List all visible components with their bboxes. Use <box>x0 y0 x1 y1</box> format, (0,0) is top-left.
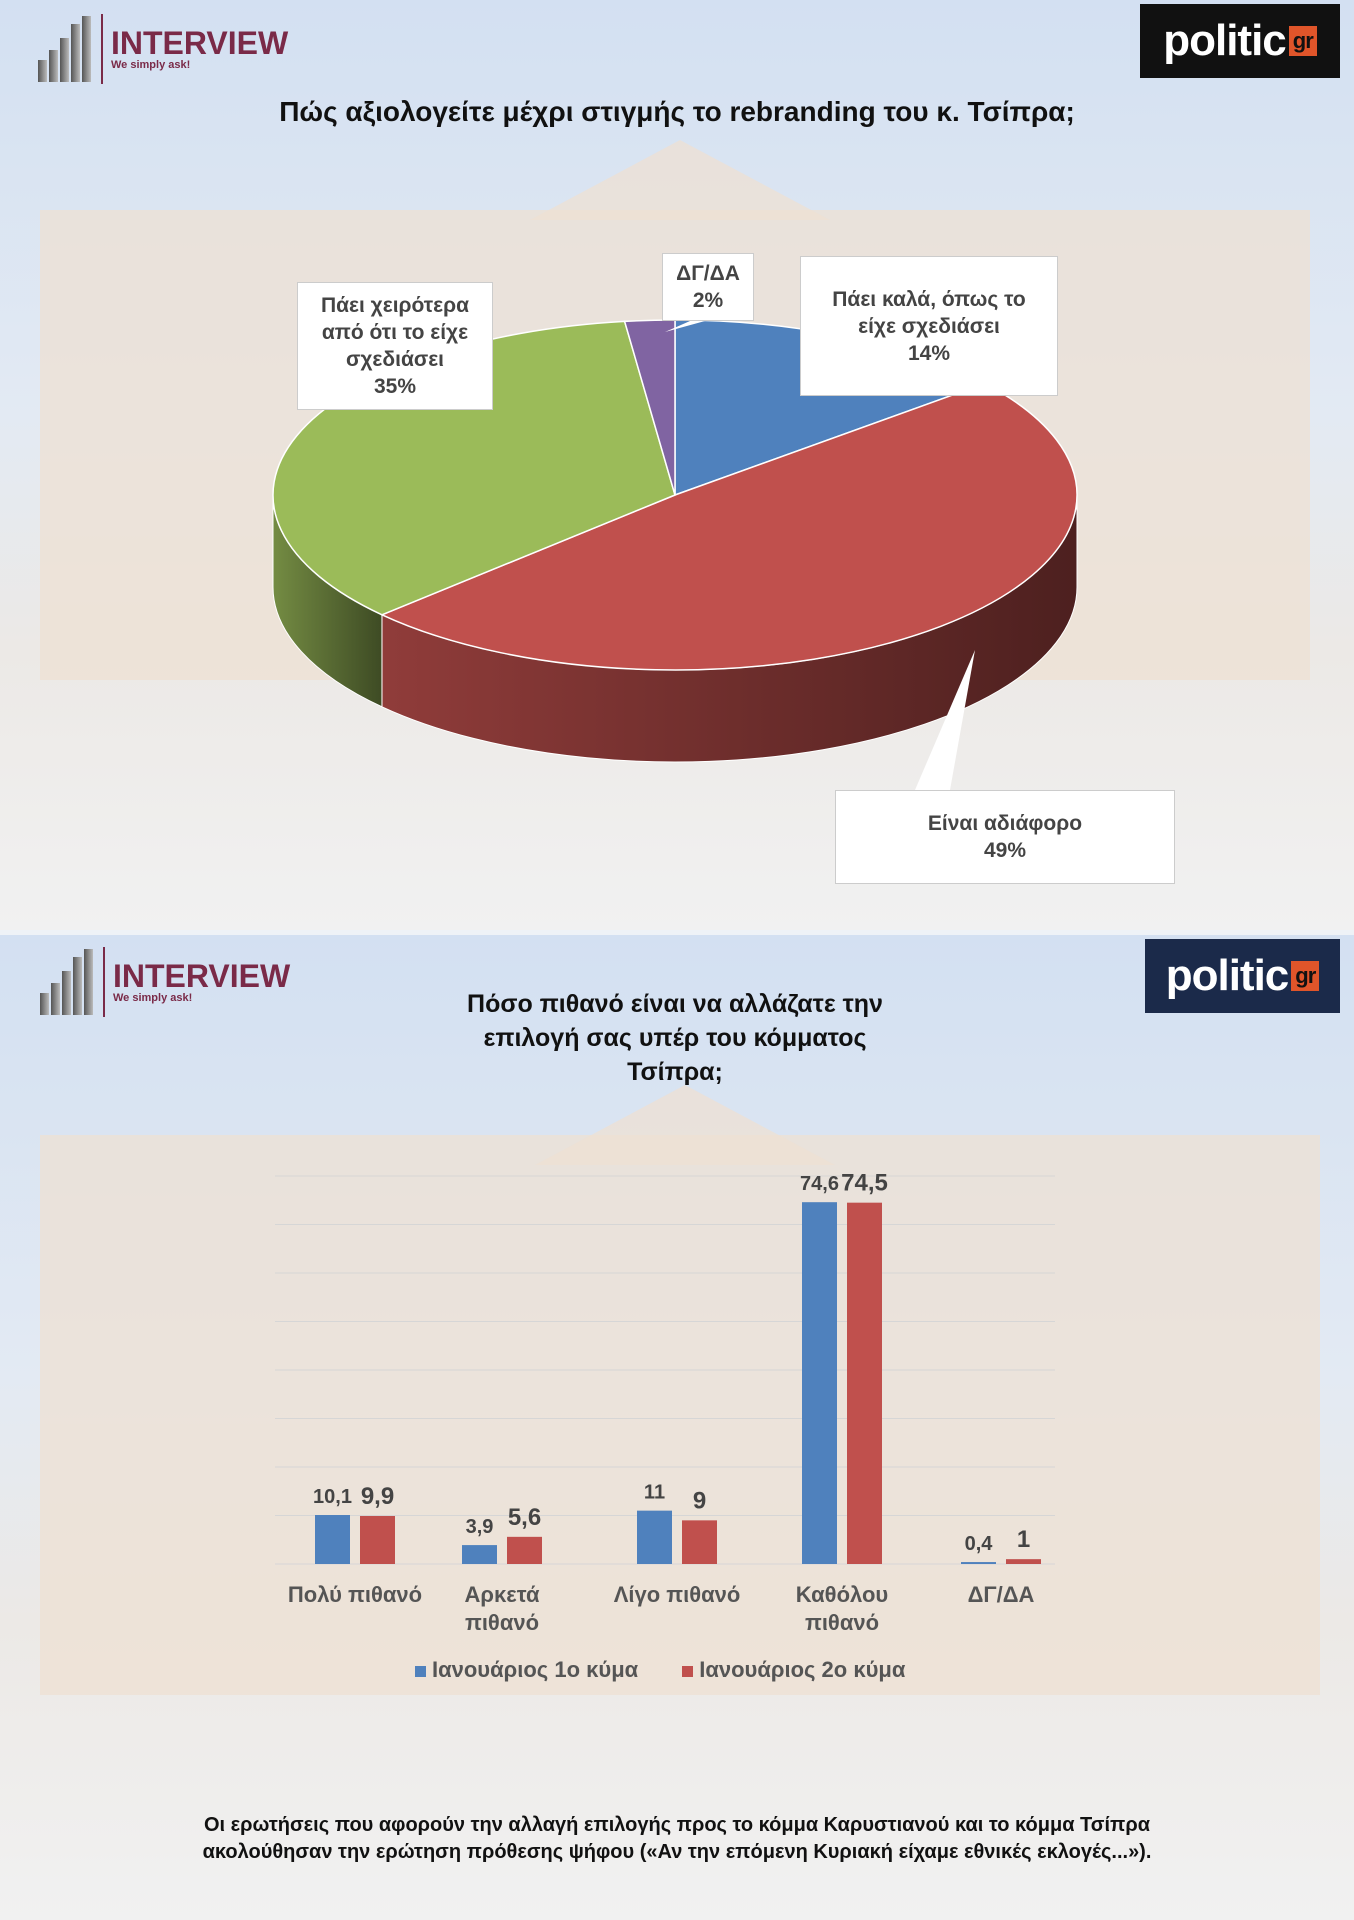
callout-pointer-3 <box>665 321 705 332</box>
callout-dk: ΔΓ/ΔΑ 2% <box>662 253 754 321</box>
politic-suffix: gr <box>1291 961 1320 991</box>
legend: Ιανουάριος 1ο κύμα Ιανουάριος 2ο κύμα <box>415 1657 905 1683</box>
building-backdrop <box>40 1135 1320 1695</box>
legend-label: Ιανουάριος 1ο κύμα <box>432 1657 639 1682</box>
category-label-3: Καθόλου <box>796 1582 888 1607</box>
politic-main: politic <box>1163 16 1287 65</box>
bar-1-0 <box>360 1515 395 1564</box>
politic-logo: politic gr <box>1140 4 1340 78</box>
pie-title: Πώς αξιολογείτε μέχρι στιγμής το rebrand… <box>279 96 1075 127</box>
pie-slice-1 <box>380 382 1078 671</box>
interview-tagline: We simply ask! <box>111 59 191 71</box>
data-label-0-1: 3,9 <box>466 1516 494 1538</box>
slice-label-dk: ΔΓ/ΔΑ <box>676 262 740 285</box>
category-label-3: πιθανό <box>805 1610 879 1635</box>
category-label-2: Λίγο πιθανό <box>614 1582 741 1607</box>
slice-label-worse: Πάει χειρότερα από ότι το είχε σχεδιάσει <box>320 294 470 371</box>
bar-chart: 10,1 9,9 Πολύ πιθανό 3,9 5,6 Αρκετά πιθανό 11 9 Λ… <box>275 1170 1055 1635</box>
data-label-1-1: 5,6 <box>508 1504 541 1531</box>
bar-title: Πόσο πιθανό είναι να αλλάζατε την επιλογ… <box>467 990 883 1086</box>
politic-main: politic <box>1165 951 1290 1000</box>
legend-item-wave2: Ιανουάριος 2ο κύμα <box>682 1657 905 1683</box>
bar-0-3 <box>802 1202 837 1564</box>
callout-pointer-1 <box>915 650 975 790</box>
bar-1-3 <box>847 1202 882 1564</box>
interview-name: INTERVIEW <box>113 958 291 994</box>
bar-1-4 <box>1006 1559 1041 1564</box>
bar-panel: INTERVIEW We simply ask! politic gr Πόσο π… <box>0 935 1354 1920</box>
bar-1-2 <box>682 1520 717 1564</box>
legend-swatch-blue <box>415 1666 426 1677</box>
politic-logo: politic gr <box>1145 939 1340 1013</box>
interview-tagline: We simply ask! <box>113 992 193 1004</box>
category-label-0: Πολύ πιθανό <box>288 1582 422 1607</box>
category-label-4: ΔΓ/ΔΑ <box>968 1582 1035 1607</box>
data-label-1-3: 74,5 <box>841 1170 888 1197</box>
callout-worse: Πάει χειρότερα από ότι το είχε σχεδιάσει… <box>297 282 493 410</box>
bar-0-1 <box>462 1545 497 1564</box>
bar-1-1 <box>507 1536 542 1564</box>
slice-value-indifferent: 49% <box>983 839 1027 862</box>
slice-value-dk: 2% <box>692 289 724 312</box>
bar-0-2 <box>637 1510 672 1564</box>
data-label-1-4: 1 <box>1017 1526 1030 1553</box>
data-label-0-2: 11 <box>644 1482 665 1504</box>
interview-name: INTERVIEW <box>111 25 289 61</box>
data-label-0-4: 0,4 <box>965 1533 994 1555</box>
interview-logo: INTERVIEW We simply ask! <box>40 947 290 1017</box>
interview-logo: INTERVIEW We simply ask! <box>38 14 288 84</box>
callout-ok: Πάει καλά, όπως το είχε σχεδιάσει 14% <box>800 256 1058 396</box>
legend-swatch-red <box>682 1666 694 1677</box>
interview-logo-icon <box>38 16 91 82</box>
legend-item-wave1: Ιανουάριος 1ο κύμα <box>415 1657 638 1683</box>
data-label-0-3: 74,6 <box>800 1173 839 1195</box>
slice-label-indifferent: Είναι αδιάφορο <box>927 812 1083 835</box>
footnote: Οι ερωτήσεις που αφορούν την αλλαγή επιλ… <box>202 1814 1152 1863</box>
data-label-1-2: 9 <box>693 1487 706 1514</box>
pie-panel: INTERVIEW We simply ask! politic gr Πώς αξ… <box>0 0 1354 930</box>
callout-indifferent: Είναι αδιάφορο 49% <box>835 790 1175 884</box>
legend-label: Ιανουάριος 2ο κύμα <box>699 1657 906 1682</box>
data-label-1-0: 9,9 <box>361 1483 394 1510</box>
data-label-0-0: 10,1 <box>313 1486 352 1508</box>
bar-0-0 <box>315 1515 350 1564</box>
bar-0-4 <box>961 1562 996 1564</box>
slice-value-ok: 14% <box>907 341 951 365</box>
interview-logo-icon <box>40 949 93 1015</box>
slice-value-worse: 35% <box>373 375 417 398</box>
politic-suffix: gr <box>1288 26 1317 56</box>
category-label-1: Αρκετά <box>465 1582 540 1607</box>
slice-label-ok: Πάει καλά, όπως το είχε σχεδιάσει <box>832 287 1026 338</box>
category-label-1: πιθανό <box>465 1610 539 1635</box>
